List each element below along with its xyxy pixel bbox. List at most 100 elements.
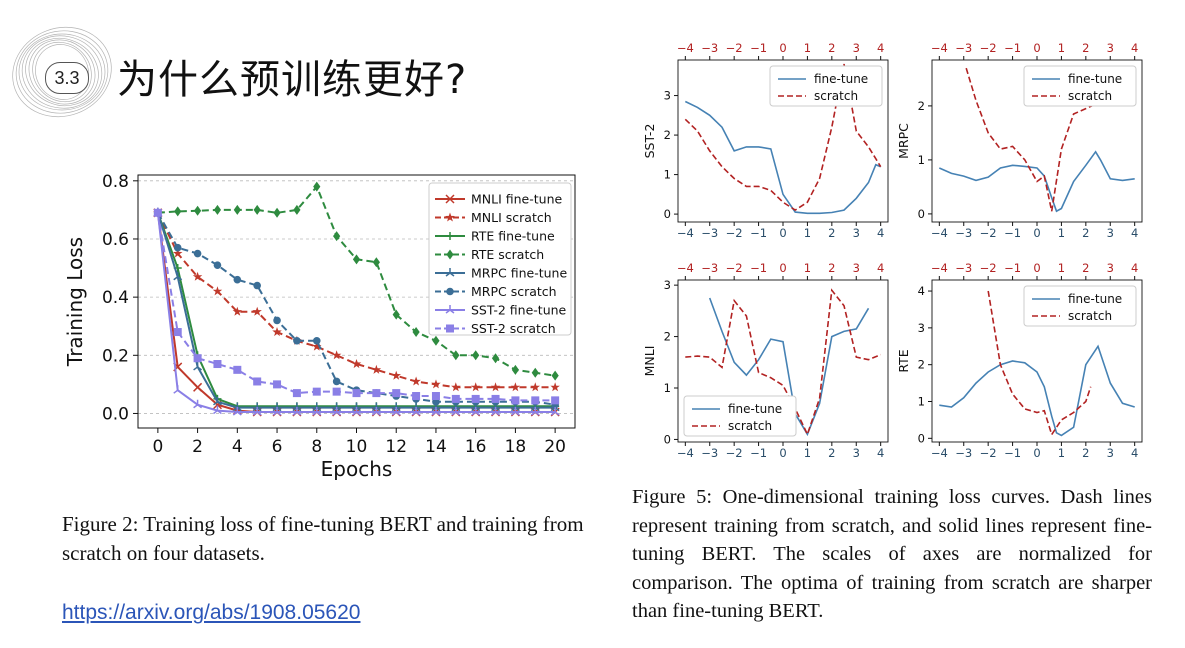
data-point bbox=[411, 407, 421, 416]
data-point bbox=[451, 407, 461, 416]
x-tick-label: −4 bbox=[931, 226, 948, 240]
data-point bbox=[510, 382, 521, 392]
data-point bbox=[470, 382, 481, 392]
x-tick-label: −3 bbox=[701, 226, 718, 240]
data-point bbox=[312, 407, 322, 416]
data-point bbox=[491, 353, 500, 364]
y-tick-label: 1 bbox=[918, 153, 925, 167]
top-x-tick-label: 3 bbox=[1107, 41, 1114, 55]
top-x-tick-label: 0 bbox=[1033, 261, 1040, 275]
section-number: 3.3 bbox=[45, 62, 89, 94]
top-x-tick-label: 3 bbox=[853, 41, 860, 55]
top-x-tick-label: −4 bbox=[931, 261, 948, 275]
data-point bbox=[412, 392, 421, 401]
x-tick-label: 2 bbox=[1082, 446, 1089, 460]
y-tick-label: 0.6 bbox=[102, 230, 129, 250]
top-x-tick-label: −3 bbox=[955, 261, 972, 275]
data-point bbox=[371, 364, 382, 374]
data-point bbox=[272, 327, 282, 337]
top-x-tick-label: −3 bbox=[955, 41, 972, 55]
y-tick-label: 2 bbox=[918, 358, 925, 372]
x-tick-label: −3 bbox=[955, 446, 972, 460]
x-tick-label: 6 bbox=[272, 437, 283, 457]
top-x-tick-label: −2 bbox=[980, 41, 997, 55]
x-tick-label: 1 bbox=[1058, 226, 1065, 240]
legend-marker bbox=[445, 194, 455, 204]
top-x-tick-label: −4 bbox=[677, 261, 694, 275]
data-point bbox=[312, 336, 321, 345]
x-tick-label: 20 bbox=[544, 437, 566, 457]
swirl-decoration-icon bbox=[12, 26, 112, 118]
data-point bbox=[173, 328, 182, 337]
data-point bbox=[451, 394, 460, 403]
y-tick-label: 1 bbox=[664, 381, 671, 395]
data-point bbox=[333, 231, 341, 242]
data-point bbox=[372, 389, 381, 398]
data-point bbox=[431, 392, 440, 401]
data-point bbox=[530, 382, 540, 392]
data-point bbox=[213, 360, 222, 369]
data-point bbox=[352, 407, 361, 416]
data-point bbox=[273, 380, 282, 389]
series-line-fine-tune bbox=[938, 150, 1135, 213]
data-point bbox=[293, 336, 301, 345]
top-x-tick-label: −2 bbox=[726, 261, 743, 275]
data-point bbox=[173, 243, 182, 252]
data-point bbox=[253, 281, 261, 290]
series-line-5 bbox=[157, 212, 556, 406]
arxiv-link[interactable]: https://arxiv.org/abs/1908.05620 bbox=[62, 601, 361, 624]
x-tick-label: 0 bbox=[779, 226, 786, 240]
data-point bbox=[471, 407, 481, 416]
data-point bbox=[431, 379, 441, 389]
x-tick-label: 4 bbox=[877, 446, 884, 460]
top-x-tick-label: 4 bbox=[1131, 41, 1138, 55]
x-tick-label: 3 bbox=[853, 226, 860, 240]
data-point bbox=[472, 350, 480, 361]
y-axis-label: MRPC bbox=[896, 123, 911, 159]
data-point bbox=[253, 204, 261, 215]
data-point bbox=[531, 396, 540, 405]
legend-marker bbox=[445, 212, 455, 222]
subplot-rte: −4 −3 −2 −1 0 1 2 3 4 −4 −3 −2 −1 0 1 2 3 4 0 1 2 3 4 RTE fine-t… bbox=[896, 261, 1143, 460]
data-point bbox=[173, 271, 183, 281]
section-badge: 3.3 bbox=[8, 18, 116, 126]
x-tick-label: 2 bbox=[192, 437, 203, 457]
legend-label: MNLI scratch bbox=[471, 210, 552, 225]
top-x-tick-label: 3 bbox=[853, 261, 860, 275]
data-point bbox=[213, 405, 222, 415]
data-point bbox=[292, 407, 302, 416]
series-line-fine-tune bbox=[939, 344, 1135, 437]
data-point bbox=[471, 394, 480, 403]
top-x-tick-label: 1 bbox=[804, 41, 811, 55]
y-tick-label: 2 bbox=[664, 128, 671, 142]
top-x-tick-label: 2 bbox=[828, 261, 835, 275]
data-point bbox=[193, 382, 203, 392]
x-tick-label: 14 bbox=[425, 437, 447, 457]
x-tick-label: 10 bbox=[346, 437, 368, 457]
x-tick-label: −3 bbox=[955, 226, 972, 240]
y-tick-label: 0.0 bbox=[102, 404, 129, 424]
data-point bbox=[530, 407, 540, 416]
legend-label: fine-tune bbox=[1068, 292, 1122, 306]
y-tick-label: 0.2 bbox=[102, 346, 129, 366]
data-point bbox=[510, 407, 520, 416]
data-point bbox=[491, 407, 500, 416]
top-x-tick-label: −3 bbox=[701, 41, 718, 55]
data-point bbox=[372, 257, 380, 268]
x-tick-label: 3 bbox=[1107, 446, 1114, 460]
legend-label: RTE fine-tune bbox=[471, 229, 555, 244]
series-line-scratch bbox=[987, 290, 1092, 437]
data-point bbox=[352, 254, 361, 265]
data-point bbox=[411, 376, 421, 386]
data-point bbox=[431, 407, 441, 416]
y-tick-label: 3 bbox=[664, 89, 671, 103]
legend-label: MRPC fine-tune bbox=[471, 266, 567, 281]
y-tick-label: 1 bbox=[918, 395, 925, 409]
x-tick-label: 1 bbox=[804, 226, 811, 240]
series-line-fine-tune bbox=[684, 100, 882, 215]
data-point bbox=[391, 370, 401, 380]
data-point bbox=[551, 396, 560, 405]
x-tick-label: 4 bbox=[877, 226, 884, 240]
top-x-tick-label: 2 bbox=[1082, 41, 1089, 55]
data-point bbox=[272, 407, 282, 416]
